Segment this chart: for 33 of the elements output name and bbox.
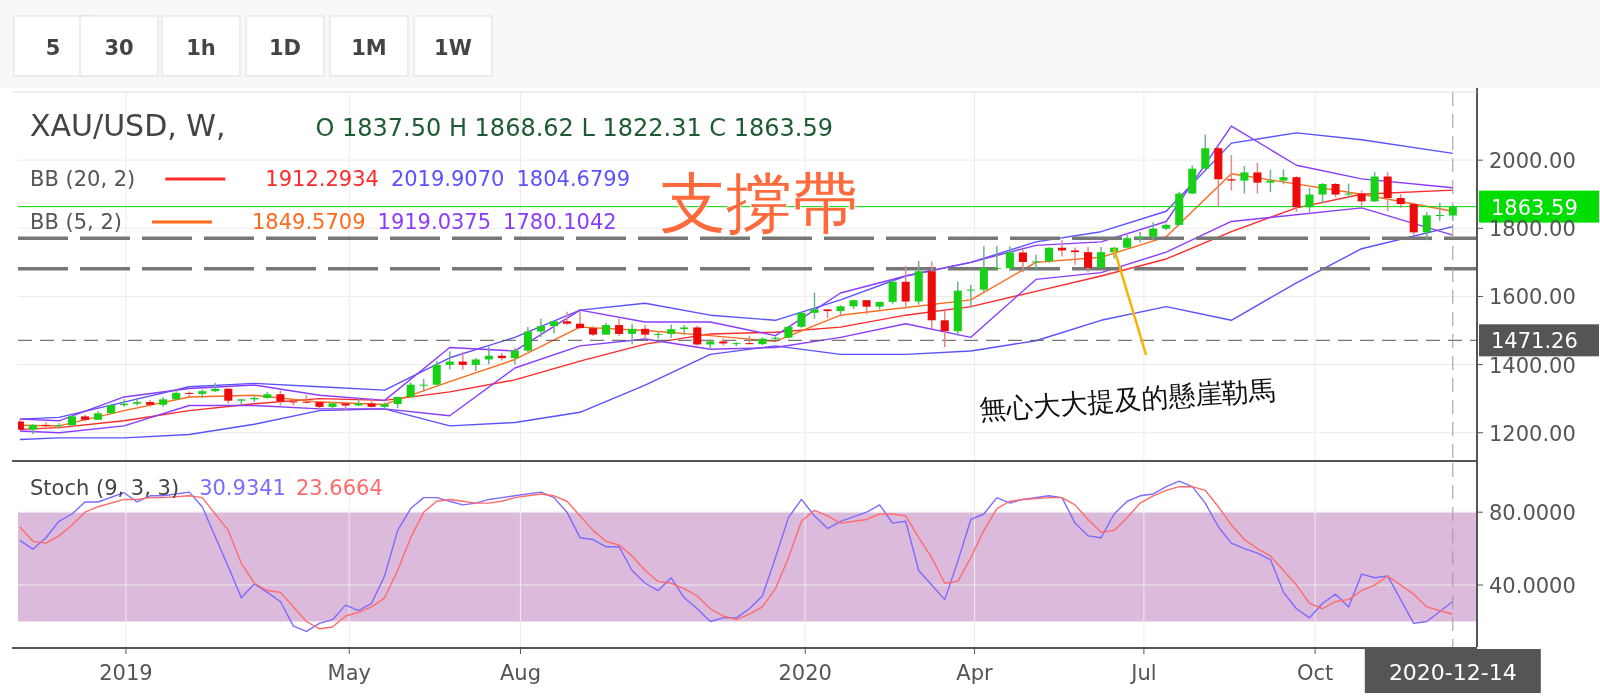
legend-label: BB (5, 2) (30, 210, 122, 234)
y-tick-label: 40.0000 (1489, 574, 1576, 599)
y-tick-label: 1200.00 (1489, 421, 1576, 446)
annotation: 1804.6799 (516, 167, 630, 191)
ref-line-label: 1471.26 (1491, 329, 1578, 354)
legend-label: BB (20, 2) (30, 167, 136, 191)
annotation: 無心大大提及的懸崖勒馬 (978, 373, 1277, 426)
y-tick-label: 2000.00 (1489, 149, 1576, 174)
text: Stoch (9, 3, 3) (30, 476, 180, 500)
annotation: O 1837.50 H 1868.62 L 1822.31 C 1863.59 (315, 114, 833, 142)
xlabel-box: 2020-12-14 (1364, 649, 1541, 693)
x-tick-label: Aug (499, 661, 541, 685)
annotation: 1912.2934 (265, 167, 379, 191)
text: XAU/USD, W, (30, 108, 226, 143)
x-tick-label: 2020 (778, 661, 832, 685)
toolbar: 5 30 1h 1D 1M 1W (0, 0, 1600, 88)
y-tick-label: 1600.00 (1489, 285, 1576, 310)
x-tick-label: Oct (1296, 661, 1334, 685)
ref-line-label: 1863.59 (1491, 195, 1578, 220)
annotation: 1919.0375 (377, 210, 492, 234)
y-tick-label: 80.0000 (1489, 501, 1576, 526)
x-tick-label: May (327, 661, 371, 685)
x-tick-label: Jul (1129, 661, 1157, 685)
x-tick-label: Apr (956, 661, 994, 685)
ref-line-label: 2020-12-14 (1388, 660, 1517, 685)
annotation: 23.6664 (295, 476, 383, 500)
y-tick-label: 1800.00 (1489, 217, 1576, 242)
annotation: 1849.5709 (251, 210, 366, 234)
x-tick-label: 2019 (99, 661, 153, 685)
annotation: 30.9341 (199, 476, 286, 500)
y-tick-label: 1400.00 (1489, 353, 1576, 378)
annotation: 1780.1042 (503, 210, 617, 234)
annotation: 2019.9070 (390, 167, 505, 191)
